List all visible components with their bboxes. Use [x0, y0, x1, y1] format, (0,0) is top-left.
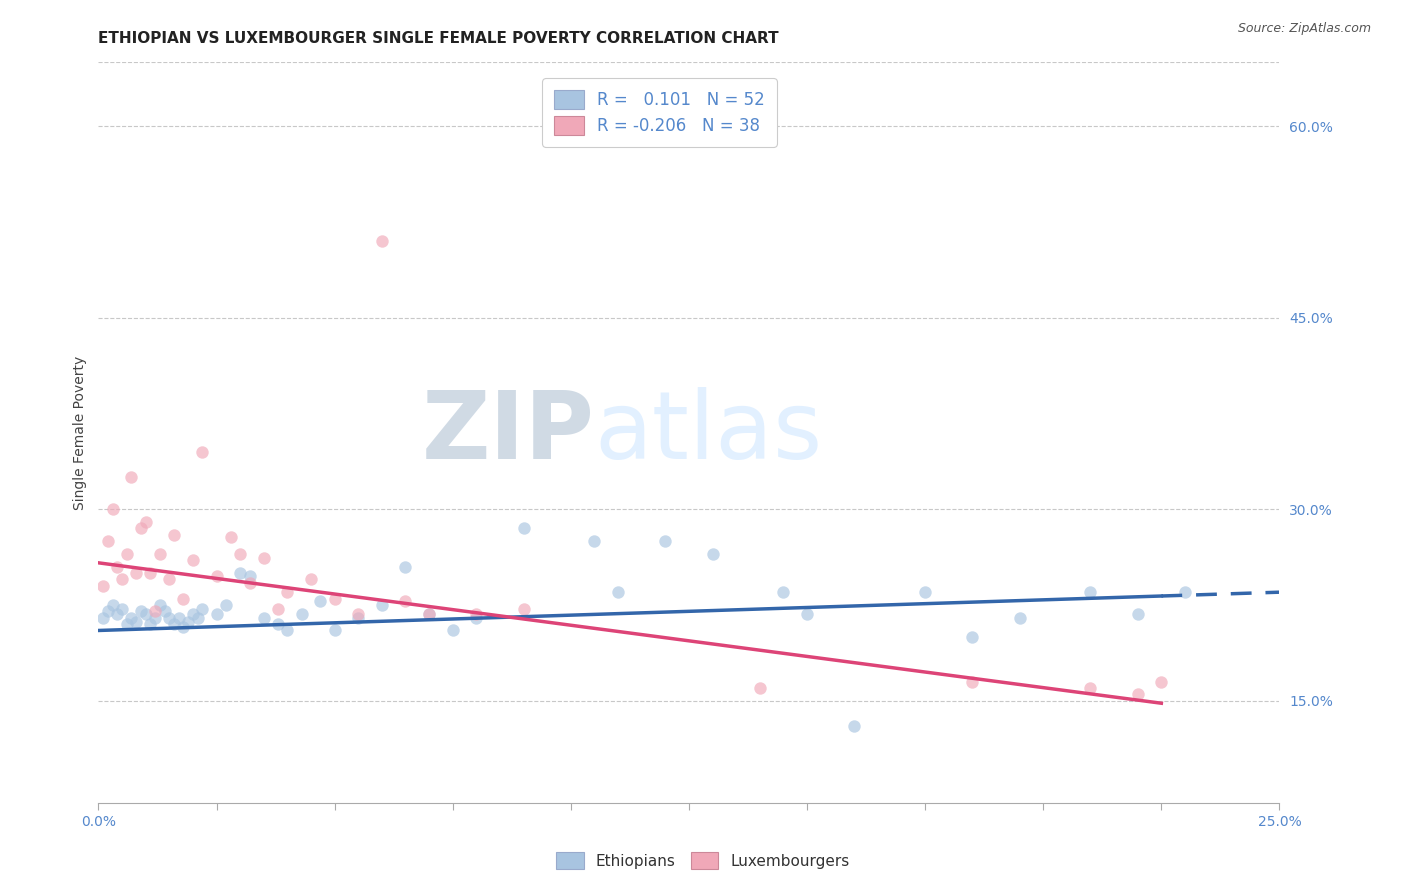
Point [191, 444, 214, 458]
Point [91, 611, 114, 625]
Point [309, 594, 332, 608]
Point [465, 611, 488, 625]
Point [101, 598, 124, 612]
Point [914, 585, 936, 599]
Point [181, 607, 204, 621]
Point [1008, 611, 1031, 625]
Point [394, 594, 416, 608]
Point [97, 604, 120, 618]
Point [347, 611, 370, 625]
Point [177, 615, 200, 629]
Point [111, 601, 134, 615]
Text: ETHIOPIAN VS LUXEMBOURGER SINGLE FEMALE POVERTY CORRELATION CHART: ETHIOPIAN VS LUXEMBOURGER SINGLE FEMALE … [98, 31, 779, 46]
Point [796, 607, 818, 621]
Point [323, 591, 346, 606]
Point [299, 573, 322, 587]
Point [205, 607, 228, 621]
Point [1150, 674, 1173, 689]
Point [1080, 681, 1102, 695]
Point [347, 607, 370, 621]
Point [702, 547, 724, 561]
Point [583, 534, 606, 549]
Point [149, 598, 172, 612]
Text: ZIP: ZIP [422, 386, 595, 479]
Legend: R =   0.101   N = 52, R = -0.206   N = 38: R = 0.101 N = 52, R = -0.206 N = 38 [543, 78, 776, 146]
Point [772, 585, 794, 599]
Point [962, 674, 984, 689]
Point [172, 620, 194, 634]
Point [115, 547, 138, 561]
Point [276, 585, 298, 599]
Point [418, 607, 440, 621]
Point [267, 617, 290, 632]
Point [267, 601, 290, 615]
Point [105, 559, 128, 574]
Point [229, 566, 252, 580]
Point [143, 604, 166, 618]
Point [371, 234, 394, 248]
Point [135, 607, 157, 621]
Point [1126, 687, 1149, 701]
Point [1080, 585, 1102, 599]
Point [394, 559, 416, 574]
Point [1174, 585, 1197, 599]
Text: Source: ZipAtlas.com: Source: ZipAtlas.com [1237, 22, 1371, 36]
Point [135, 515, 157, 529]
Point [129, 604, 152, 618]
Point [91, 579, 114, 593]
Point [139, 566, 162, 580]
Point [143, 611, 166, 625]
Point [121, 470, 143, 484]
Point [253, 550, 276, 565]
Point [844, 719, 866, 733]
Point [290, 607, 312, 621]
Point [157, 611, 180, 625]
Point [105, 607, 128, 621]
Point [276, 624, 298, 638]
Point [167, 611, 190, 625]
Point [191, 601, 214, 615]
Point [157, 573, 180, 587]
Point [115, 617, 138, 632]
Point [163, 617, 186, 632]
Point [139, 617, 162, 632]
Point [153, 604, 176, 618]
Point [181, 553, 204, 567]
Point [239, 576, 262, 591]
Point [163, 527, 186, 541]
Point [125, 615, 148, 629]
Point [962, 630, 984, 644]
Point [149, 547, 172, 561]
Point [101, 502, 124, 516]
Point [371, 598, 394, 612]
Point [111, 573, 134, 587]
Point [219, 530, 242, 544]
Point [97, 534, 120, 549]
Point [129, 521, 152, 535]
Point [239, 568, 262, 582]
Point [512, 521, 534, 535]
Point [465, 607, 488, 621]
Text: atlas: atlas [595, 386, 823, 479]
Y-axis label: Single Female Poverty: Single Female Poverty [73, 356, 87, 509]
Point [748, 681, 770, 695]
Point [512, 601, 534, 615]
Point [253, 611, 276, 625]
Point [1126, 607, 1149, 621]
Point [215, 598, 238, 612]
Point [187, 611, 209, 625]
Point [205, 568, 228, 582]
Point [441, 624, 464, 638]
Point [323, 624, 346, 638]
Point [125, 566, 148, 580]
Point [607, 585, 630, 599]
Point [172, 591, 194, 606]
Legend: Ethiopians, Luxembourgers: Ethiopians, Luxembourgers [550, 846, 856, 875]
Point [121, 611, 143, 625]
Point [229, 547, 252, 561]
Point [418, 607, 440, 621]
Point [654, 534, 676, 549]
